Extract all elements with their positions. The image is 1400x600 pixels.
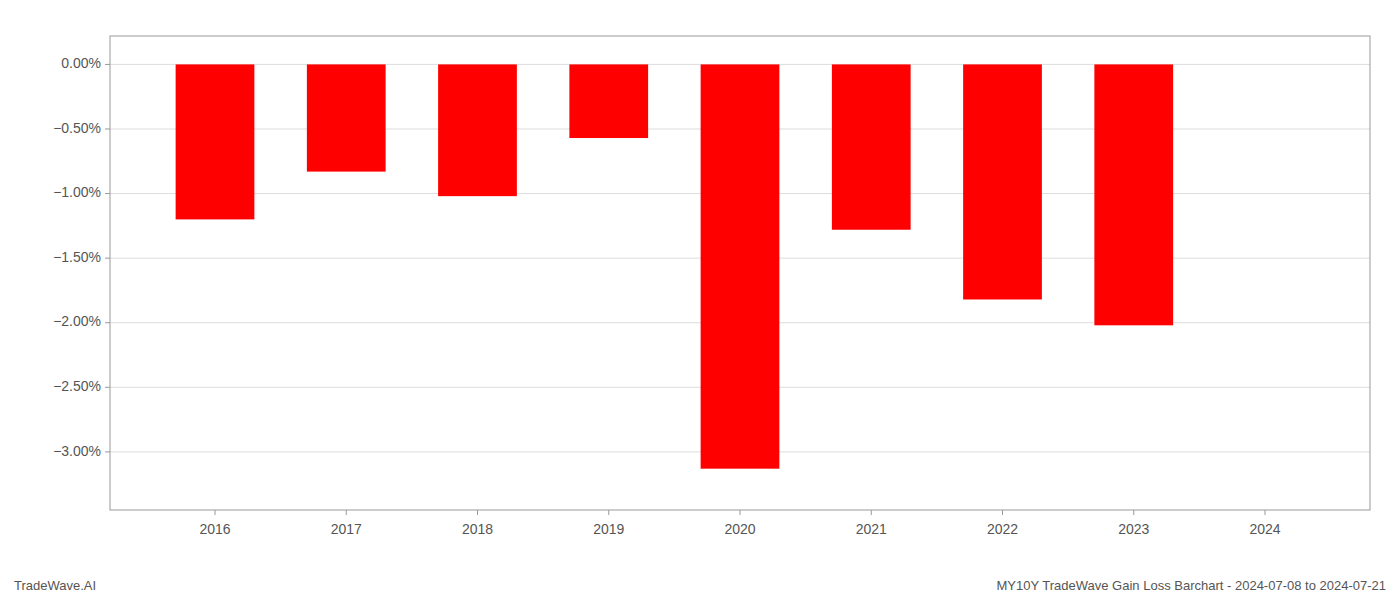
bar — [176, 64, 255, 219]
bar — [701, 64, 780, 468]
x-tick — [1265, 510, 1266, 515]
chart: 0.00% −0.50% −1.00% −1.50% −2.00% −2.50% −3.00… — [0, 0, 1400, 600]
x-tick-label: 2017 — [331, 521, 362, 537]
x-tick-label: 2018 — [462, 521, 493, 537]
x-tick-label: 2023 — [1118, 521, 1149, 537]
background — [0, 0, 1400, 600]
y-tick — [105, 64, 110, 65]
watermark: TradeWave.AI — [14, 578, 96, 593]
x-tick — [608, 510, 609, 515]
x-tick — [871, 510, 872, 515]
y-tick — [105, 193, 110, 194]
y-tick-label: −1.00% — [53, 184, 101, 200]
y-tick-label: −3.00% — [53, 443, 101, 459]
x-tick — [477, 510, 478, 515]
title: MY10Y TradeWave Gain Loss Barchart - 202… — [997, 578, 1387, 593]
x-tick-label: 2024 — [1249, 521, 1280, 537]
x-tick — [215, 510, 216, 515]
plot-frame — [110, 36, 1370, 510]
x-axis: 2016 2017 2018 2019 2020 2021 2022 2023 2024 — [199, 510, 1280, 537]
y-tick-label: −2.50% — [53, 378, 101, 394]
y-tick — [105, 128, 110, 129]
y-tick-label: 0.00% — [61, 55, 101, 71]
y-tick — [105, 322, 110, 323]
bars — [176, 64, 1174, 468]
bar — [963, 64, 1042, 299]
bar — [1094, 64, 1173, 325]
x-tick — [1133, 510, 1134, 515]
y-tick — [105, 451, 110, 452]
bar — [569, 64, 648, 138]
x-tick-label: 2020 — [724, 521, 755, 537]
y-tick-label: −2.00% — [53, 313, 101, 329]
bar — [307, 64, 386, 171]
x-tick — [346, 510, 347, 515]
x-tick — [1002, 510, 1003, 515]
y-tick — [105, 258, 110, 259]
y-tick-label: −1.50% — [53, 249, 101, 265]
y-axis: 0.00% −0.50% −1.00% −1.50% −2.00% −2.50% −3.00… — [53, 55, 110, 458]
x-tick — [740, 510, 741, 515]
chart-container: 0.00% −0.50% −1.00% −1.50% −2.00% −2.50% −3.00… — [0, 0, 1400, 600]
x-tick-label: 2022 — [987, 521, 1018, 537]
x-tick-label: 2016 — [199, 521, 230, 537]
x-tick-label: 2021 — [856, 521, 887, 537]
y-tick-label: −0.50% — [53, 120, 101, 136]
bar — [832, 64, 911, 229]
y-tick — [105, 387, 110, 388]
bar — [438, 64, 517, 196]
x-tick-label: 2019 — [593, 521, 624, 537]
